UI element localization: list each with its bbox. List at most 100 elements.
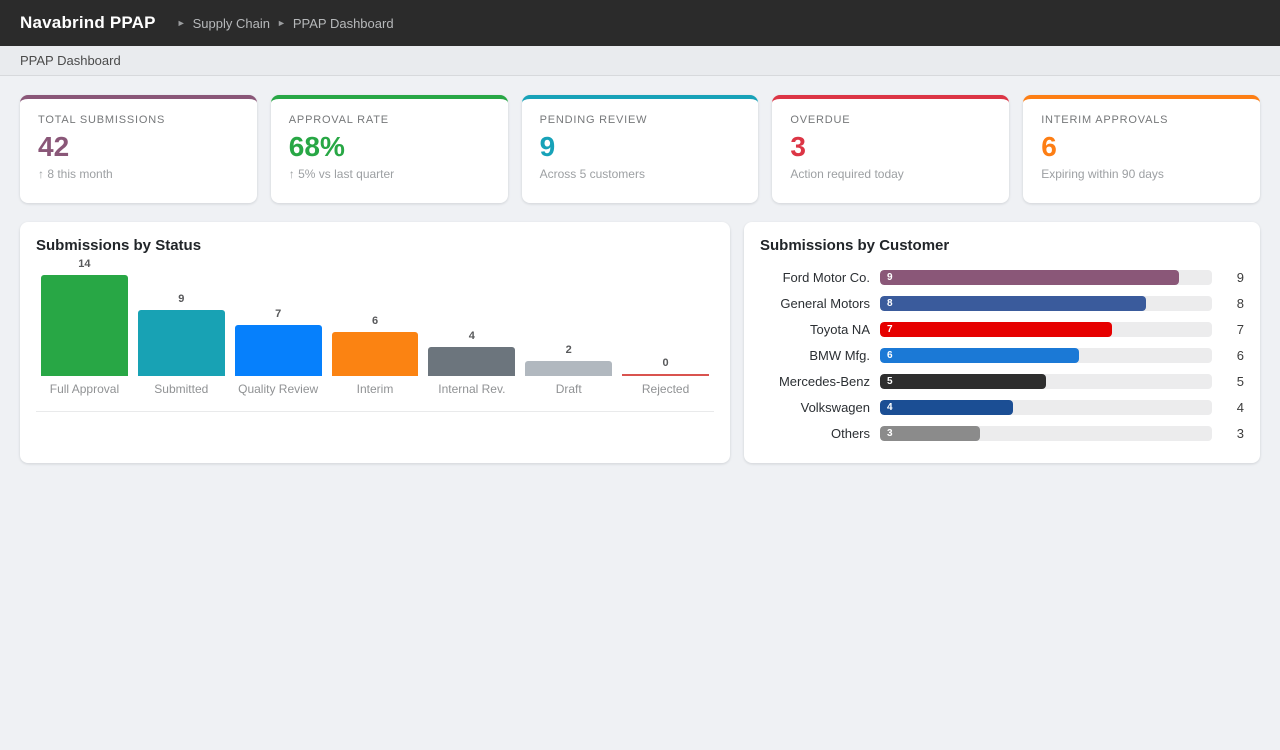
customer-row-value: 4: [1236, 399, 1244, 415]
status-bar-rejected: [622, 374, 710, 376]
customer-row-value: 7: [1236, 321, 1244, 337]
customer-row-others: Others 3 3: [760, 420, 1244, 446]
customer-row-toyota-na: Toyota NA 7 7: [760, 316, 1244, 342]
customer-bar-value: 3: [887, 427, 893, 439]
status-bar-value: 14: [78, 258, 91, 270]
status-bar-value: 9: [178, 293, 185, 305]
breadcrumb-supply-chain[interactable]: Supply Chain: [192, 15, 270, 31]
status-bar-value: 6: [371, 315, 379, 327]
breadcrumb-ppap-dashboard[interactable]: PPAP Dashboard: [292, 15, 394, 31]
status-bar-label: Quality Review: [238, 382, 319, 396]
customer-row-label: Mercedes-Benz: [778, 373, 870, 389]
status-column-draft: 2 Draft: [520, 258, 617, 396]
status-column-submitted: 9 Submitted: [133, 258, 230, 396]
kpi-card-interim-approvals: INTERIM APPROVALS 6 Expiring within 90 day…: [1023, 95, 1260, 203]
kpi-card-overdue: OVERDUE 3 Action required today: [772, 95, 1010, 203]
status-bar-label: Internal Rev.: [438, 382, 506, 396]
status-column-internal-rev: 4 Internal Rev.: [423, 258, 520, 396]
customer-row-label: Ford Motor Co.: [782, 269, 870, 285]
kpi-subtitle: Expiring within 90 days: [1041, 167, 1164, 182]
kpi-value: 42: [38, 131, 70, 162]
breadcrumb: ► Supply Chain ► PPAP Dashboard: [170, 16, 394, 31]
customer-bar-bmw-mfg: 6: [880, 347, 1080, 363]
kpi-value: 68%: [288, 131, 345, 162]
kpi-card-row: TOTAL SUBMISSIONS 42 ↑ 8 this month APPROVA…: [20, 95, 1260, 203]
customer-bar-track: 5: [880, 373, 1212, 389]
customer-row-ford-motor-co: Ford Motor Co. 9 9: [760, 264, 1244, 290]
status-column-interim: 6 Interim: [327, 258, 424, 396]
kpi-label: APPROVAL RATE: [288, 114, 389, 126]
customer-row-label: Others: [830, 425, 870, 441]
customer-row-label: Toyota NA: [810, 321, 870, 337]
customer-row-value: 8: [1236, 295, 1244, 311]
customer-bar-value: 9: [887, 271, 893, 283]
customer-row-volkswagen: Volkswagen 4 4: [760, 394, 1244, 420]
customer-row-value: 3: [1236, 425, 1244, 441]
breadcrumb-arrow-icon: ►: [176, 18, 186, 28]
status-bar-value: 2: [565, 344, 572, 356]
customer-bar-mercedes-benz: 5: [880, 373, 1046, 389]
customer-row-value: 6: [1236, 347, 1244, 363]
customer-row-mercedes-benz: Mercedes-Benz 5 5: [760, 368, 1244, 394]
customer-bar-track: 6: [880, 347, 1212, 363]
customer-bar-value: 8: [887, 297, 893, 309]
main-content: TOTAL SUBMISSIONS 42 ↑ 8 this month APPROVA…: [0, 76, 1280, 482]
customer-bar-toyota-na: 7: [880, 321, 1113, 337]
kpi-label: PENDING REVIEW: [539, 114, 648, 126]
customer-bar-value: 6: [887, 349, 893, 361]
kpi-label: OVERDUE: [790, 114, 851, 126]
kpi-card-approval-rate: APPROVAL RATE 68% ↑ 5% vs last quarter: [270, 95, 508, 203]
status-column-rejected: 0 Rejected: [617, 258, 714, 396]
status-bar-submitted: [137, 310, 225, 376]
app-title: Navabrind PPAP: [20, 13, 156, 32]
kpi-subtitle: ↑ 8 this month: [38, 167, 113, 182]
customer-bar-track: 8: [880, 295, 1212, 311]
status-bar-value: 0: [662, 357, 669, 369]
app-root: Navabrind PPAP ► Supply Chain ► PPAP Das…: [0, 0, 1280, 482]
kpi-label: INTERIM APPROVALS: [1041, 114, 1169, 126]
customer-chart-panel: Submissions by Customer Ford Motor Co. 9 9…: [744, 222, 1260, 463]
customer-bar-track: 7: [880, 321, 1212, 337]
panel-divider: [36, 411, 714, 412]
customer-row-value: 9: [1236, 269, 1244, 285]
status-chart-title: Submissions by Status: [36, 237, 202, 254]
kpi-value: 3: [790, 131, 806, 162]
customer-bar-value: 4: [887, 401, 893, 413]
status-bar-quality-review: [234, 325, 322, 376]
customer-row-label: Volkswagen: [800, 399, 870, 415]
page-header-bar: PPAP Dashboard: [0, 46, 1280, 76]
top-navbar: Navabrind PPAP ► Supply Chain ► PPAP Das…: [0, 0, 1280, 46]
status-bar-label: Rejected: [641, 382, 690, 396]
kpi-label: TOTAL SUBMISSIONS: [38, 114, 166, 126]
kpi-subtitle: ↑ 5% vs last quarter: [288, 167, 395, 182]
status-bar-draft: [525, 361, 613, 376]
customer-row-label: BMW Mfg.: [809, 347, 870, 363]
kpi-card-total-submissions: TOTAL SUBMISSIONS 42 ↑ 8 this month: [20, 95, 257, 203]
status-column-quality-review: 7 Quality Review: [230, 258, 327, 396]
status-bar-value: 7: [275, 308, 282, 320]
customer-row-bmw-mfg: BMW Mfg. 6 6: [760, 342, 1244, 368]
customer-bar-track: 4: [880, 399, 1212, 415]
status-bar-label: Full Approval: [49, 382, 120, 396]
customer-bar-chart: Ford Motor Co. 9 9 General Motors 8 8 Toyota N…: [760, 264, 1244, 446]
customer-bar-volkswagen: 4: [880, 399, 1013, 415]
customer-row-label: General Motors: [780, 295, 870, 311]
status-bar-interim: [331, 332, 419, 376]
kpi-value: 9: [539, 131, 556, 162]
charts-row: Submissions by Status 14 Full Approval 9 Su…: [20, 222, 1260, 463]
customer-chart-title: Submissions by Customer: [760, 237, 950, 254]
status-bar-label: Draft: [555, 382, 582, 396]
status-bar-label: Submitted: [154, 382, 209, 396]
page-title: PPAP Dashboard: [20, 53, 121, 68]
kpi-subtitle: Across 5 customers: [539, 167, 645, 182]
breadcrumb-arrow-icon: ►: [276, 18, 286, 28]
customer-bar-others: 3: [880, 425, 980, 441]
kpi-card-pending-review: PENDING REVIEW 9 Across 5 customers: [521, 95, 759, 203]
customer-bar-value: 5: [887, 375, 893, 387]
status-bar-value: 4: [468, 330, 475, 342]
customer-bar-track: 3: [880, 425, 1212, 441]
kpi-subtitle: Action required today: [790, 167, 904, 182]
status-chart-panel: Submissions by Status 14 Full Approval 9 Su…: [20, 222, 730, 463]
status-bar-chart: 14 Full Approval 9 Submitted 7 Quality Review…: [36, 258, 714, 396]
customer-bar-general-motors: 8: [880, 295, 1146, 311]
